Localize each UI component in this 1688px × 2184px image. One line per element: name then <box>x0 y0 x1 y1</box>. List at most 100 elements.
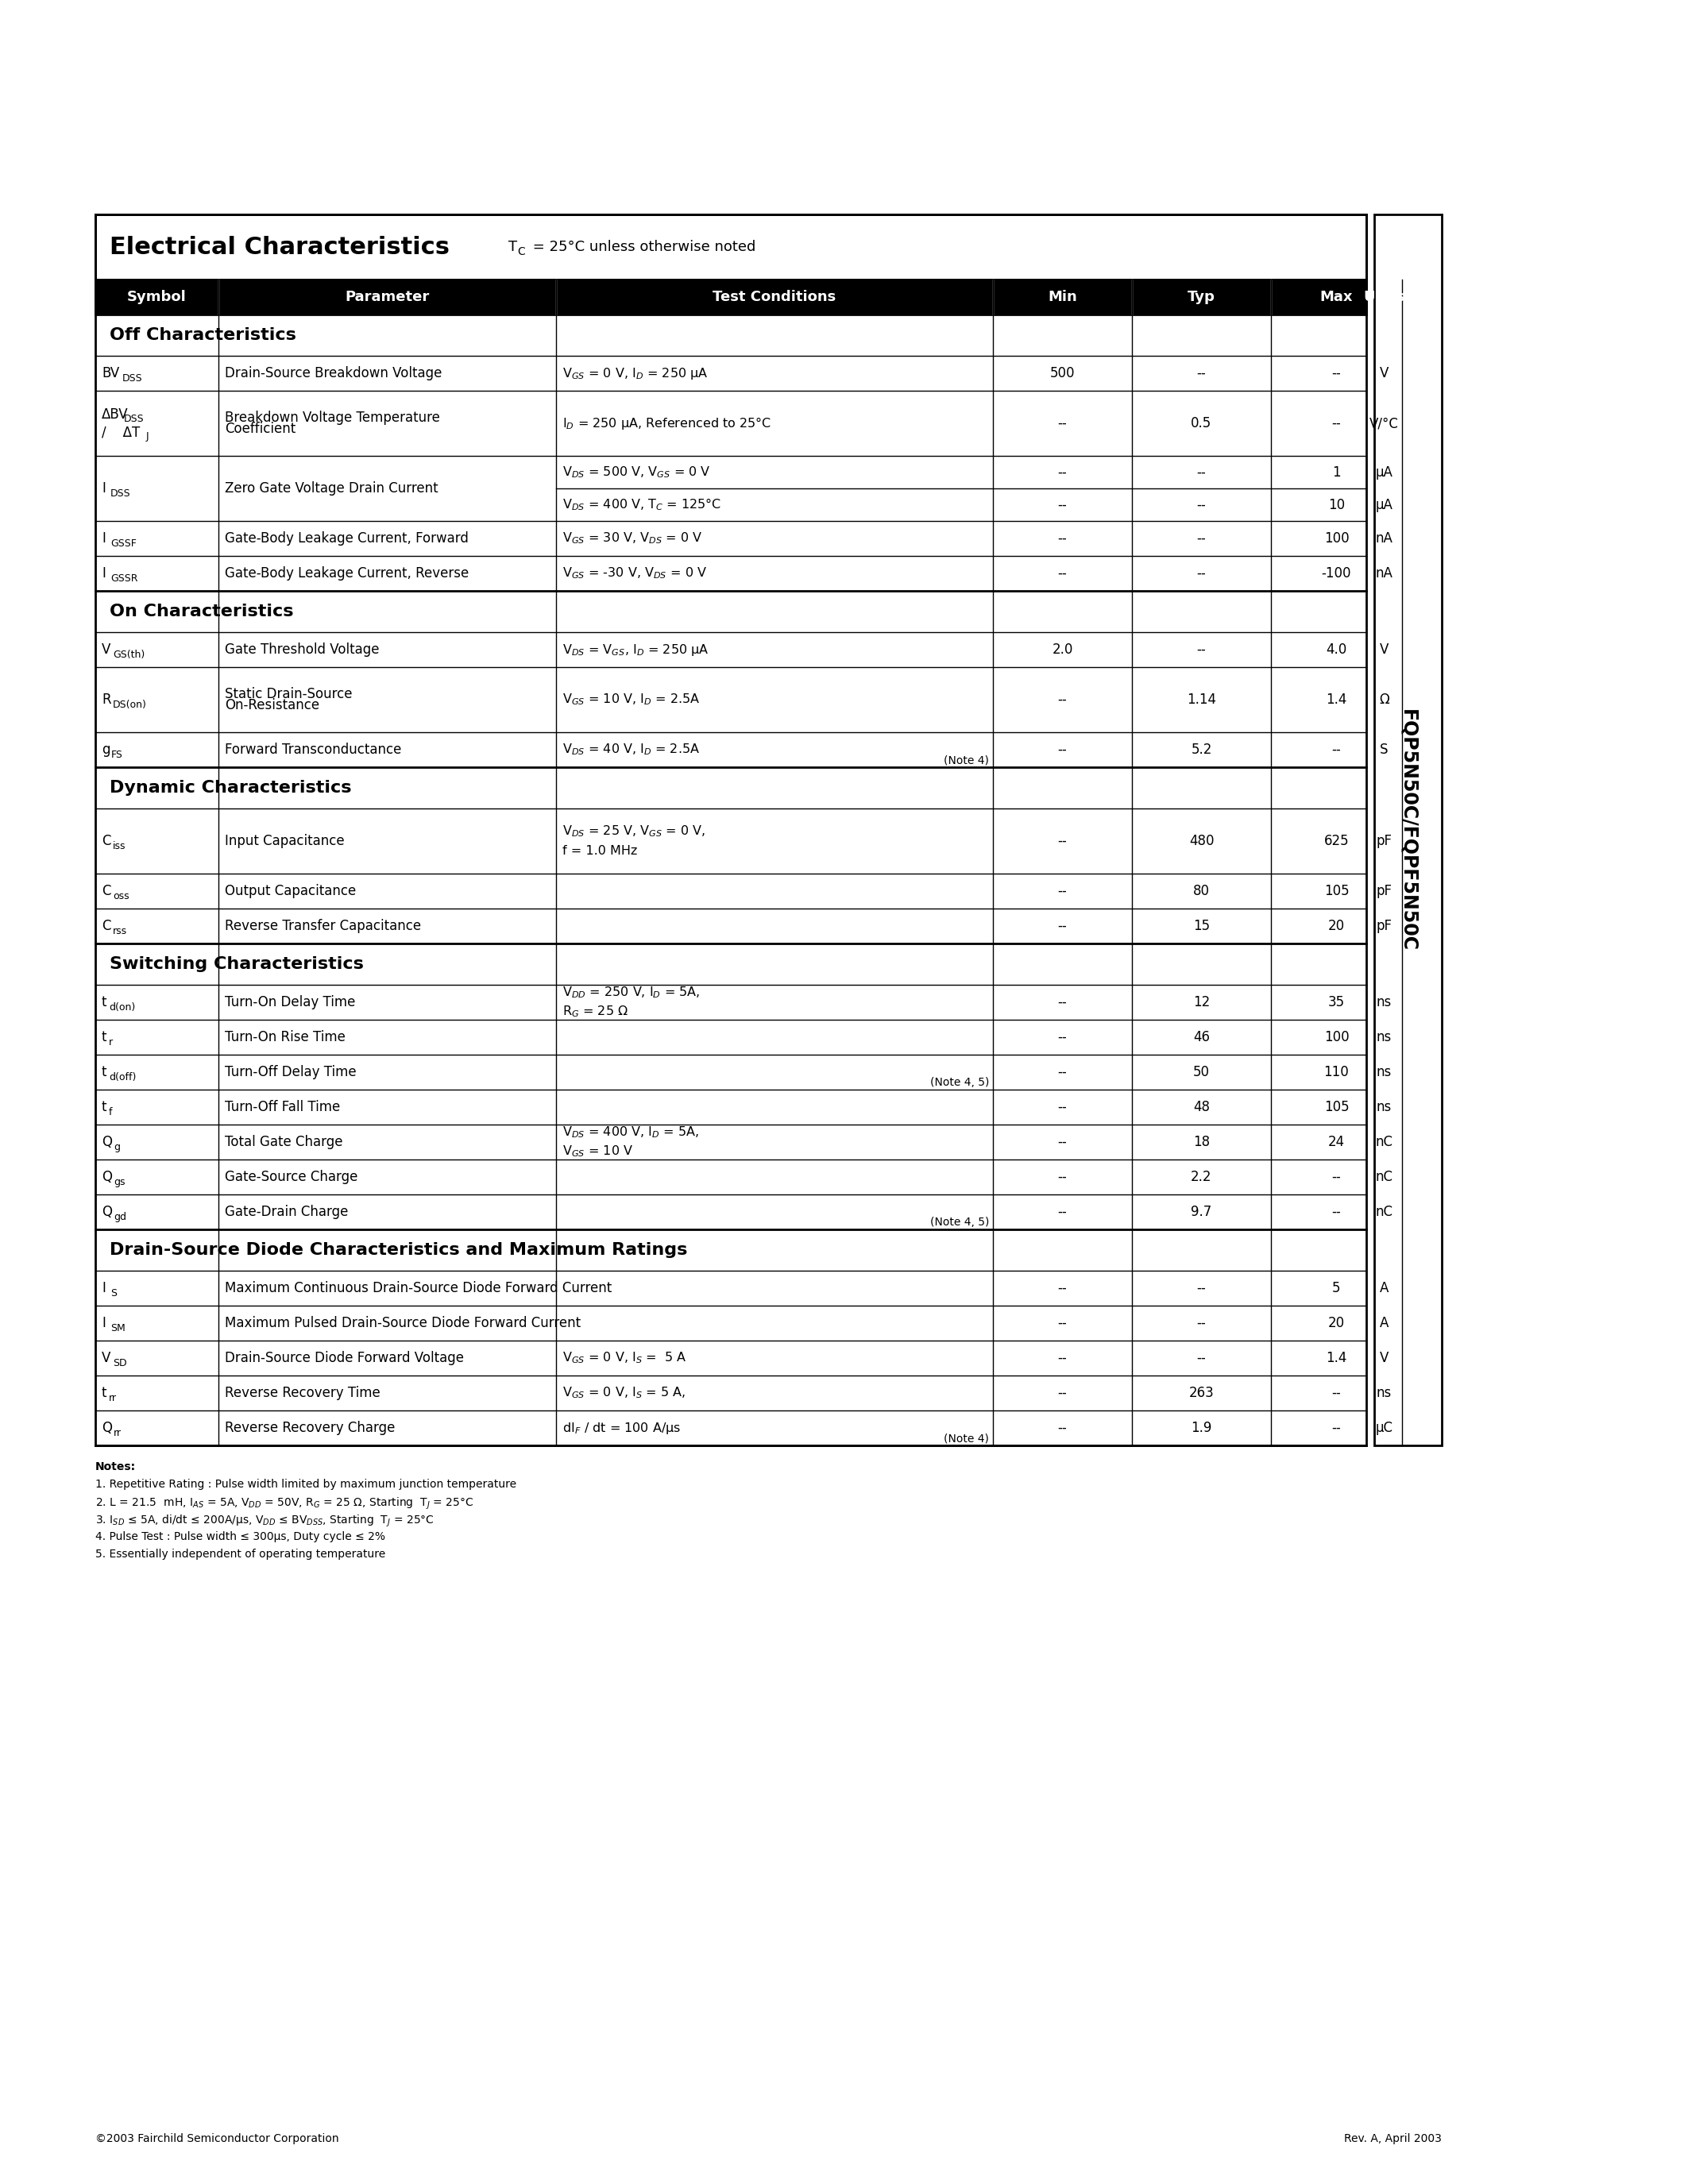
Text: 4. Pulse Test : Pulse width ≤ 300μs, Duty cycle ≤ 2%: 4. Pulse Test : Pulse width ≤ 300μs, Dut… <box>95 1531 385 1542</box>
Text: Min: Min <box>1048 290 1077 304</box>
Text: --: -- <box>1058 1136 1067 1149</box>
Text: 2.0: 2.0 <box>1052 642 1074 657</box>
Text: --: -- <box>1332 743 1342 758</box>
Text: --: -- <box>1197 465 1207 478</box>
Text: --: -- <box>1197 367 1207 380</box>
Text: (Note 4, 5): (Note 4, 5) <box>930 1077 989 1088</box>
Text: Reverse Transfer Capacitance: Reverse Transfer Capacitance <box>225 919 420 933</box>
Text: Maximum Continuous Drain-Source Diode Forward Current: Maximum Continuous Drain-Source Diode Fo… <box>225 1282 611 1295</box>
Text: 46: 46 <box>1193 1031 1210 1044</box>
Text: 20: 20 <box>1328 1317 1345 1330</box>
Text: f: f <box>108 1107 113 1116</box>
Text: (Note 4): (Note 4) <box>944 1433 989 1444</box>
Text: C: C <box>101 919 111 933</box>
Text: t: t <box>101 996 106 1009</box>
Text: 80: 80 <box>1193 885 1210 898</box>
Text: FS: FS <box>111 749 123 760</box>
Text: (Note 4, 5): (Note 4, 5) <box>930 1216 989 1227</box>
Text: GS(th): GS(th) <box>113 649 145 660</box>
Text: ΔBV: ΔBV <box>101 408 128 422</box>
Text: Electrical Characteristics: Electrical Characteristics <box>110 236 449 258</box>
Text: V$_{GS}$ = 0 V, I$_{D}$ = 250 μA: V$_{GS}$ = 0 V, I$_{D}$ = 250 μA <box>562 365 709 380</box>
Text: 24: 24 <box>1328 1136 1345 1149</box>
Text: Q: Q <box>101 1422 111 1435</box>
Text: Test Conditions: Test Conditions <box>712 290 836 304</box>
Text: V$_{GS}$ = 0 V, I$_{S}$ =  5 A: V$_{GS}$ = 0 V, I$_{S}$ = 5 A <box>562 1350 687 1365</box>
Text: 500: 500 <box>1050 367 1075 380</box>
Text: DS(on): DS(on) <box>113 699 147 710</box>
Text: oss: oss <box>113 891 130 902</box>
Text: Parameter: Parameter <box>344 290 429 304</box>
Text: Q: Q <box>101 1171 111 1184</box>
Text: Switching Characteristics: Switching Characteristics <box>110 957 363 972</box>
Text: --: -- <box>1332 1422 1342 1435</box>
Text: --: -- <box>1058 919 1067 933</box>
Text: C: C <box>101 834 111 847</box>
Text: gd: gd <box>113 1212 127 1221</box>
Text: Gate-Body Leakage Current, Forward: Gate-Body Leakage Current, Forward <box>225 531 469 546</box>
Text: 2. L = 21.5  mH, I$_{AS}$ = 5A, V$_{DD}$ = 50V, R$_{G}$ = 25 Ω, Starting  T$_{J}: 2. L = 21.5 mH, I$_{AS}$ = 5A, V$_{DD}$ … <box>95 1496 474 1511</box>
Text: A: A <box>1379 1317 1389 1330</box>
Text: V$_{DS}$ = 25 V, V$_{GS}$ = 0 V,: V$_{DS}$ = 25 V, V$_{GS}$ = 0 V, <box>562 823 706 839</box>
Text: nC: nC <box>1376 1171 1393 1184</box>
Text: --: -- <box>1058 692 1067 708</box>
Text: dI$_{F}$ / dt = 100 A/μs: dI$_{F}$ / dt = 100 A/μs <box>562 1420 680 1435</box>
Text: pF: pF <box>1376 919 1393 933</box>
Text: Turn-On Delay Time: Turn-On Delay Time <box>225 996 356 1009</box>
Text: t: t <box>101 1066 106 1079</box>
Text: 20: 20 <box>1328 919 1345 933</box>
Text: --: -- <box>1197 1352 1207 1365</box>
Text: --: -- <box>1058 1317 1067 1330</box>
Text: 480: 480 <box>1188 834 1214 847</box>
Text: -100: -100 <box>1322 566 1352 581</box>
Text: 105: 105 <box>1323 1101 1349 1114</box>
Text: --: -- <box>1197 1317 1207 1330</box>
Text: 15: 15 <box>1193 919 1210 933</box>
Text: On-Resistance: On-Resistance <box>225 699 319 712</box>
Text: Turn-On Rise Time: Turn-On Rise Time <box>225 1031 346 1044</box>
Text: 5. Essentially independent of operating temperature: 5. Essentially independent of operating … <box>95 1548 385 1559</box>
Text: Ω: Ω <box>1379 692 1389 708</box>
Text: μA: μA <box>1376 465 1393 478</box>
Text: --: -- <box>1058 1101 1067 1114</box>
Text: --: -- <box>1058 996 1067 1009</box>
Text: nA: nA <box>1376 566 1393 581</box>
Text: Gate Threshold Voltage: Gate Threshold Voltage <box>225 642 380 657</box>
Text: 5.2: 5.2 <box>1192 743 1212 758</box>
Text: --: -- <box>1058 531 1067 546</box>
Text: SM: SM <box>110 1324 125 1332</box>
Text: V$_{DS}$ = V$_{GS}$, I$_{D}$ = 250 μA: V$_{DS}$ = V$_{GS}$, I$_{D}$ = 250 μA <box>562 642 709 657</box>
Text: Q: Q <box>101 1136 111 1149</box>
Text: Zero Gate Voltage Drain Current: Zero Gate Voltage Drain Current <box>225 480 439 496</box>
Text: I: I <box>101 566 106 581</box>
Text: V$_{DS}$ = 400 V, T$_{C}$ = 125°C: V$_{DS}$ = 400 V, T$_{C}$ = 125°C <box>562 498 721 513</box>
Text: --: -- <box>1332 1206 1342 1219</box>
Text: --: -- <box>1058 1171 1067 1184</box>
Text: 2.2: 2.2 <box>1192 1171 1212 1184</box>
Text: 35: 35 <box>1328 996 1345 1009</box>
Text: d(on): d(on) <box>108 1002 135 1011</box>
Text: I: I <box>101 480 106 496</box>
Text: V$_{GS}$ = 30 V, V$_{DS}$ = 0 V: V$_{GS}$ = 30 V, V$_{DS}$ = 0 V <box>562 531 702 546</box>
Text: t: t <box>101 1387 106 1400</box>
Text: --: -- <box>1058 1422 1067 1435</box>
Text: --: -- <box>1058 885 1067 898</box>
Text: J: J <box>147 430 149 441</box>
Text: t: t <box>101 1031 106 1044</box>
Text: C: C <box>101 885 111 898</box>
Text: 105: 105 <box>1323 885 1349 898</box>
Text: --: -- <box>1058 465 1067 478</box>
Text: r: r <box>108 1037 113 1046</box>
Text: 48: 48 <box>1193 1101 1210 1114</box>
Text: --: -- <box>1332 1171 1342 1184</box>
Text: GSSF: GSSF <box>110 537 137 548</box>
Text: pF: pF <box>1376 885 1393 898</box>
Bar <box>95 214 1366 1446</box>
Text: 9.7: 9.7 <box>1192 1206 1212 1219</box>
Text: Input Capacitance: Input Capacitance <box>225 834 344 847</box>
Text: nA: nA <box>1376 531 1393 546</box>
Text: Gate-Body Leakage Current, Reverse: Gate-Body Leakage Current, Reverse <box>225 566 469 581</box>
Text: On Characteristics: On Characteristics <box>110 603 294 620</box>
Text: 110: 110 <box>1323 1066 1349 1079</box>
Text: 100: 100 <box>1323 531 1349 546</box>
